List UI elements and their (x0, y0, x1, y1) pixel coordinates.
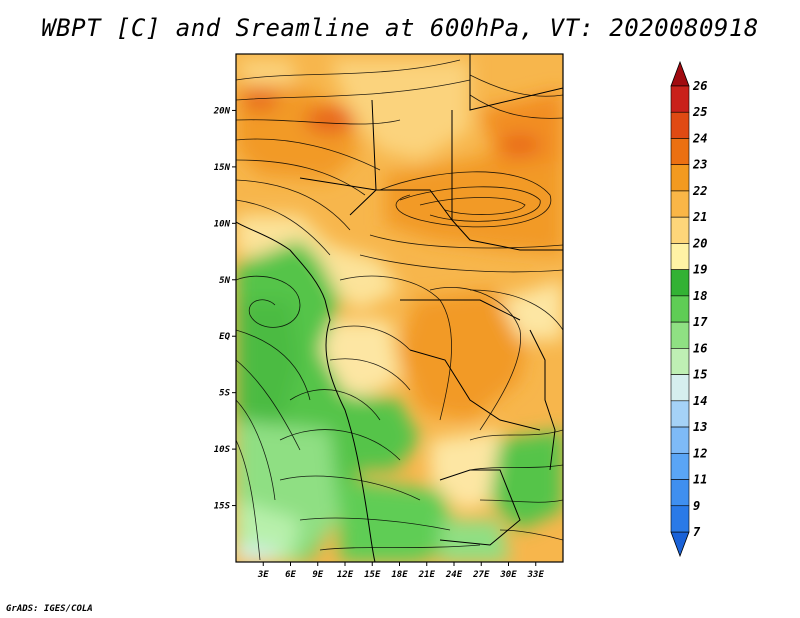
colorbar-swatch (670, 295, 690, 323)
colorbar-label: 15 (693, 368, 707, 382)
colorbar-top-arrow (670, 60, 690, 87)
lon-tick-label: 12E (337, 570, 354, 580)
lon-tick-label: 3E (257, 570, 269, 580)
colorbar-label: 21 (692, 210, 707, 224)
lat-tick-label: 10N (214, 219, 231, 229)
lon-tick-label: 33E (527, 570, 545, 580)
colorbar-label: 9 (693, 499, 700, 513)
colorbar-swatch (670, 111, 690, 139)
lon-tick-label: 21E (418, 570, 436, 580)
borders (236, 54, 563, 562)
colorbar-swatch (670, 138, 690, 166)
footer-credit: GrADS: IGES/COLA (6, 604, 93, 614)
colorbar-bottom-arrow (670, 531, 690, 558)
colorbar-swatch (670, 164, 690, 192)
lon-tick-label: 18E (391, 570, 408, 580)
colorbar-label: 11 (693, 473, 707, 487)
colorbar-swatch (670, 321, 690, 349)
colorbar-swatch (670, 426, 690, 454)
colorbar-swatch (670, 374, 690, 402)
colorbar-label: 24 (692, 131, 707, 145)
colorbar-label: 12 (693, 446, 707, 460)
lon-tick-label: 9E (312, 570, 323, 580)
colorbar-label: 17 (693, 315, 708, 329)
lon-tick-label: 24E (445, 570, 463, 580)
colorbar-label: 25 (692, 105, 707, 119)
lon-tick-label: 15E (364, 570, 381, 580)
lon-tick-label: 6E (285, 570, 296, 580)
colorbar-label: 19 (693, 263, 707, 277)
wbpt-shading (236, 54, 563, 562)
colorbar-label: 7 (693, 525, 701, 539)
colorbar-swatch (670, 85, 690, 113)
lat-tick-label: 15N (214, 163, 231, 173)
colorbar-label: 23 (692, 158, 707, 172)
colorbar-swatch (670, 348, 690, 375)
colorbar-label: 22 (692, 184, 707, 198)
colorbar-swatch (670, 190, 690, 218)
lat-tick-label: 15S (214, 502, 231, 512)
chart-title: WBPT [C] and Sreamline at 600hPa, VT: 20… (41, 14, 759, 42)
colorbar-label: 26 (692, 79, 707, 93)
colorbar-swatch (670, 505, 690, 533)
colorbar-label: 16 (693, 341, 707, 355)
colorbar-swatch (670, 452, 690, 480)
lat-tick-label: 20N (213, 106, 231, 116)
lat-tick-label: 5S (219, 389, 230, 399)
colorbar-swatch (670, 479, 690, 507)
colorbar-swatch (670, 400, 690, 428)
lon-tick-label: 27E (472, 570, 490, 580)
lat-tick-label: 5N (219, 276, 230, 286)
lon-axis: 3E 6E 9E 12E 15E 18E 21E 24E 27E 30E 33E (257, 562, 545, 580)
colorbar-label: 14 (693, 394, 707, 408)
colorbar-swatch (670, 269, 690, 297)
colorbar: 26 25 24 23 22 21 20 19 18 17 16 15 14 13 12 11 9 7 (670, 60, 708, 558)
colorbar-label: 18 (693, 289, 707, 303)
colorbar-label: 20 (692, 236, 707, 250)
colorbar-label: 13 (693, 420, 707, 434)
lat-tick-label: 10S (214, 445, 231, 455)
streamlines (236, 59, 563, 561)
colorbar-swatch (670, 216, 690, 244)
lat-tick-label: EQ (219, 332, 230, 342)
lon-tick-label: 30E (499, 570, 517, 580)
colorbar-swatch (670, 243, 690, 270)
lat-axis: 20N 15N 10N 5N EQ 5S 10S 15S (213, 106, 236, 512)
